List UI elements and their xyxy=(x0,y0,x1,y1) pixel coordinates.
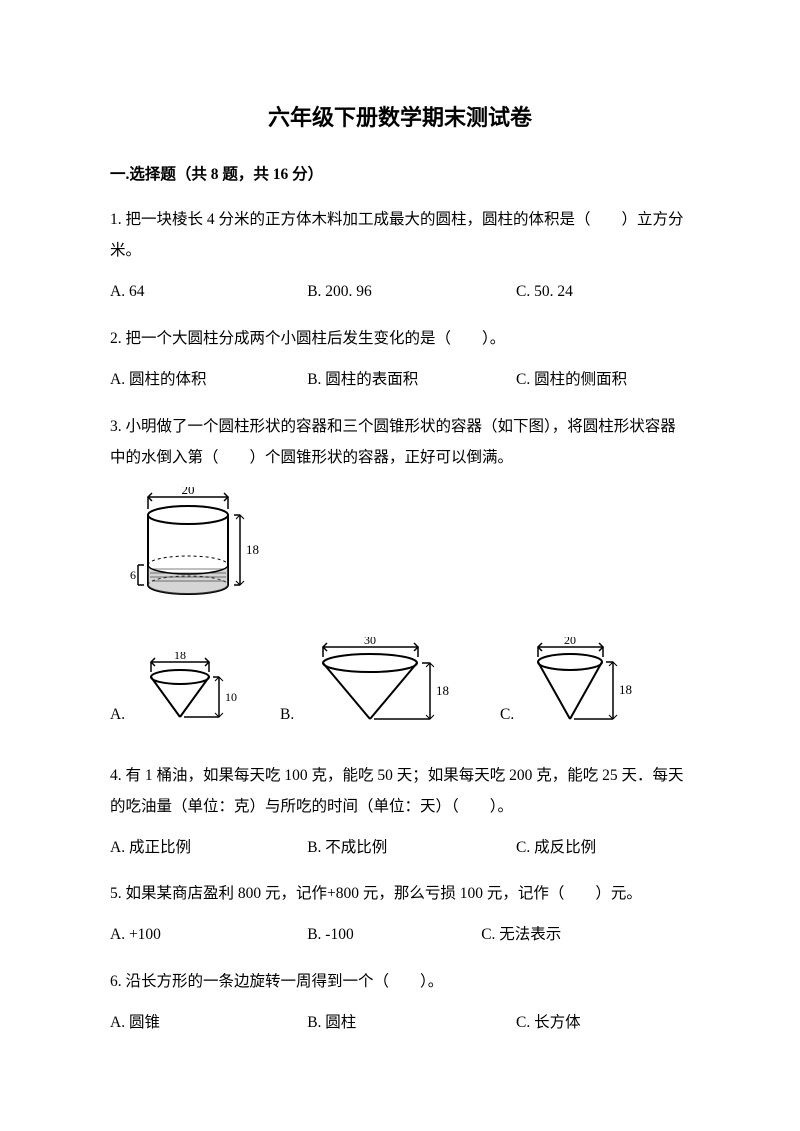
question-6: 6. 沿长方形的一条边旋转一周得到一个（ ）。 xyxy=(110,966,690,997)
q6-options: A. 圆锥 B. 圆柱 C. 长方体 xyxy=(110,1011,690,1036)
q4-options: A. 成正比例 B. 不成比例 C. 成反比例 xyxy=(110,836,690,861)
cyl-top-label: 20 xyxy=(182,487,195,497)
q1-option-c: C. 50. 24 xyxy=(516,280,690,305)
svg-text:30: 30 xyxy=(364,637,376,647)
q2-option-b: B. 圆柱的表面积 xyxy=(307,368,516,393)
q4-option-a: A. 成正比例 xyxy=(110,836,307,861)
question-2: 2. 把一个大圆柱分成两个小圆柱后发生变化的是（ ）。 xyxy=(110,323,690,354)
q6-option-c: C. 长方体 xyxy=(516,1011,690,1036)
q1-options: A. 64 B. 200. 96 C. 50. 24 xyxy=(110,280,690,305)
q2-option-a: A. 圆柱的体积 xyxy=(110,368,307,393)
q3-option-c-label: C. xyxy=(500,703,514,732)
cylinder-icon: 20 18 6 xyxy=(130,487,280,607)
question-5: 5. 如果某商店盈利 800 元，记作+800 元，那么亏损 100 元，记作（… xyxy=(110,878,690,909)
q2-option-c: C. 圆柱的侧面积 xyxy=(516,368,690,393)
q2-options: A. 圆柱的体积 B. 圆柱的表面积 C. 圆柱的侧面积 xyxy=(110,368,690,393)
q5-option-b: B. -100 xyxy=(307,923,481,948)
question-1: 1. 把一块棱长 4 分米的正方体木料加工成最大的圆柱，圆柱的体积是（ ）立方分… xyxy=(110,204,690,266)
q1-option-b: B. 200. 96 xyxy=(307,280,516,305)
svg-text:10: 10 xyxy=(225,690,237,704)
svg-text:18: 18 xyxy=(174,652,186,662)
q6-option-a: A. 圆锥 xyxy=(110,1011,307,1036)
section-heading: 一.选择题（共 8 题，共 16 分） xyxy=(110,163,690,188)
q3-cylinder-figure: 20 18 6 xyxy=(130,487,690,607)
q5-options: A. +100 B. -100 C. 无法表示 xyxy=(110,923,690,948)
q4-option-c: C. 成反比例 xyxy=(516,836,690,861)
svg-text:20: 20 xyxy=(564,637,576,647)
page-title: 六年级下册数学期末测试卷 xyxy=(110,100,690,135)
q3-options: A. 18 10 B. 30 xyxy=(110,637,690,732)
cone-b-icon: 30 18 xyxy=(298,637,478,732)
cone-a-icon: 18 10 xyxy=(129,652,259,732)
cyl-water-label: 6 xyxy=(130,568,136,582)
q5-option-c: C. 无法表示 xyxy=(481,923,690,948)
question-4: 4. 有 1 桶油，如果每天吃 100 克，能吃 50 天；如果每天吃 200 … xyxy=(110,760,690,822)
q5-option-a: A. +100 xyxy=(110,923,307,948)
svg-text:18: 18 xyxy=(436,683,449,698)
q1-option-a: A. 64 xyxy=(110,280,307,305)
q4-option-b: B. 不成比例 xyxy=(307,836,516,861)
svg-text:18: 18 xyxy=(619,682,632,697)
q6-option-b: B. 圆柱 xyxy=(307,1011,516,1036)
question-3: 3. 小明做了一个圆柱形状的容器和三个圆锥形状的容器（如下图），将圆柱形状容器中… xyxy=(110,411,690,473)
q3-option-a-label: A. xyxy=(110,703,125,732)
cone-c-icon: 20 18 xyxy=(518,637,658,732)
cyl-h-label: 18 xyxy=(246,542,259,557)
q3-option-b-label: B. xyxy=(280,703,294,732)
